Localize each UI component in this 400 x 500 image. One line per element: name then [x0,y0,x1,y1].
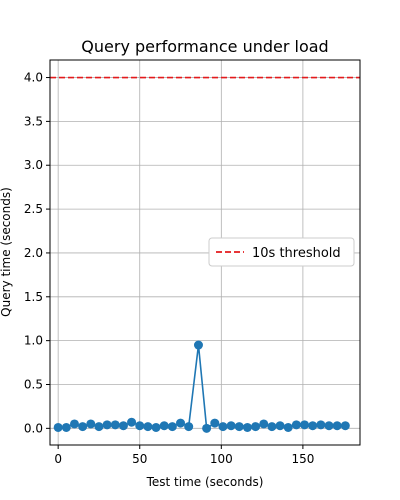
y-tick-label: 3.5 [24,114,43,128]
data-point [308,421,318,431]
y-tick-label: 0.5 [24,377,43,391]
data-point [300,420,310,430]
data-point [53,422,63,432]
data-point [324,421,334,431]
data-point [226,421,236,431]
chart-title: Query performance under load [81,37,328,56]
legend-label-threshold: 10s threshold [252,246,341,261]
data-point [193,340,203,350]
data-point [283,422,293,432]
data-point [267,422,277,432]
data-point [218,422,228,432]
data-point [127,417,137,427]
x-axis-ticks: 0 50 100 150 [54,445,314,466]
series-layer [53,340,350,433]
data-point [251,422,261,432]
data-point [110,420,120,430]
data-point [61,422,71,432]
y-tick-label: 4.0 [24,71,43,85]
x-tick-label: 50 [132,452,147,466]
data-point [135,421,145,431]
data-point [94,422,104,432]
y-axis-ticks: 0.0 0.5 1.0 1.5 2.0 2.5 3.0 3.5 4.0 [24,71,50,435]
y-tick-label: 1.0 [24,334,43,348]
legend-box [208,237,355,267]
y-tick-label: 1.5 [24,290,43,304]
x-tick-label: 0 [54,452,62,466]
data-point [69,419,79,429]
data-point [202,423,212,433]
y-tick-label: 0.0 [24,421,43,435]
data-point [234,422,244,432]
data-point [118,421,128,431]
data-point [242,422,252,432]
x-axis-label: Test time (seconds) [146,475,264,489]
y-axis-label: Query time (seconds) [0,187,13,317]
data-point [210,418,220,428]
x-tick-label: 150 [291,452,314,466]
data-point [316,420,326,430]
data-point [159,421,169,431]
y-tick-label: 2.0 [24,246,43,260]
data-point [86,419,96,429]
data-point [176,418,186,428]
data-point [275,421,285,431]
legend: 10s threshold [208,237,355,267]
data-point [151,422,161,432]
data-point [340,421,350,431]
data-point [143,422,153,432]
x-tick-label: 100 [210,452,233,466]
data-point [102,420,112,430]
y-tick-label: 3.0 [24,158,43,172]
data-point [332,421,342,431]
data-point [167,422,177,432]
data-point [184,422,194,432]
data-point [259,419,269,429]
y-tick-label: 2.5 [24,202,43,216]
data-point [78,422,88,432]
data-point [291,420,301,430]
